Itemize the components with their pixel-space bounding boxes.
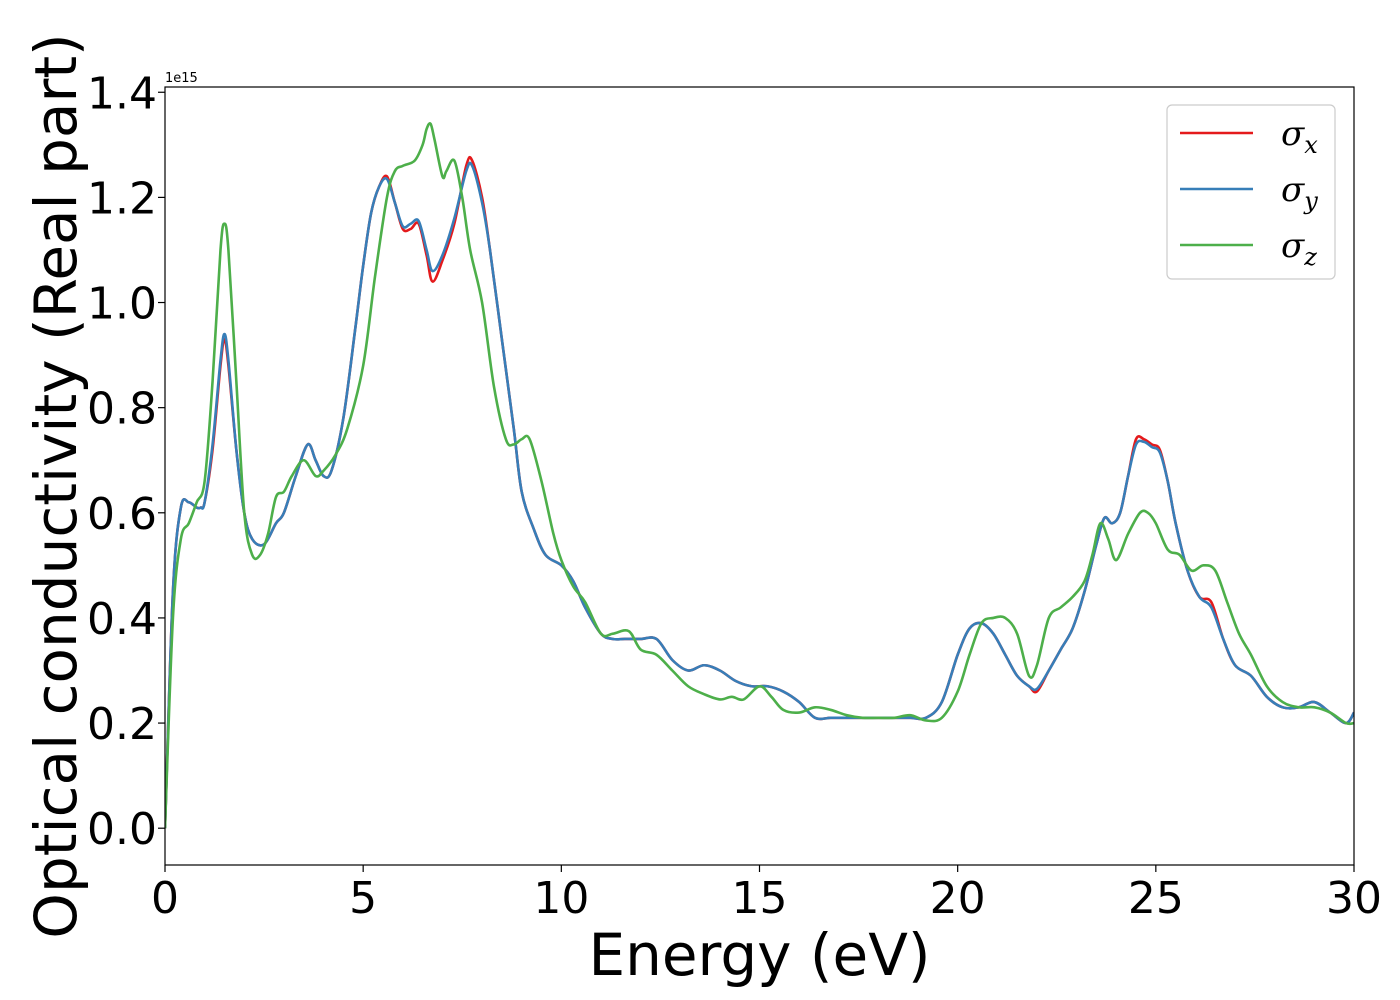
series-layer: [165, 122, 1354, 829]
x-tick-label: 10: [533, 873, 589, 924]
series-line-z: [165, 122, 1354, 829]
x-axis: 0 5 10 15 20 25 30: [151, 865, 1382, 924]
x-tick-label: 5: [349, 873, 377, 924]
y-tick-label: 0.8: [87, 384, 157, 435]
legend: σx σy σz: [1166, 104, 1336, 280]
x-tick-label: 15: [732, 873, 788, 924]
y-tick-label: 0.4: [87, 594, 157, 645]
y-tick-label: 1.0: [87, 279, 157, 330]
legend-item-x: σx: [1180, 114, 1318, 159]
x-tick-label: 25: [1128, 873, 1184, 924]
legend-item-z: σz: [1180, 226, 1317, 271]
y-axis: 0.0 0.2 0.4 0.6 0.8 1.0 1.2 1.4: [87, 68, 165, 855]
legend-label: σz: [1281, 226, 1317, 271]
y-offset-label: 1e15: [165, 71, 198, 86]
legend-item-y: σy: [1180, 170, 1318, 215]
x-axis-label: Energy (eV): [588, 921, 930, 989]
legend-label: σx: [1281, 114, 1318, 159]
x-tick-label: 30: [1326, 873, 1382, 924]
legend-label: σy: [1281, 170, 1318, 215]
y-tick-label: 1.4: [87, 68, 157, 119]
y-tick-label: 1.2: [87, 173, 157, 224]
legend-box: [1166, 104, 1336, 280]
y-tick-label: 0.0: [87, 804, 157, 855]
x-tick-label: 0: [151, 873, 179, 924]
series-line-y: [165, 161, 1354, 829]
x-tick-label: 20: [930, 873, 986, 924]
y-axis-label: Optical conductivity (Real part): [22, 33, 90, 938]
y-tick-label: 0.6: [87, 489, 157, 540]
y-tick-label: 0.2: [87, 699, 157, 750]
